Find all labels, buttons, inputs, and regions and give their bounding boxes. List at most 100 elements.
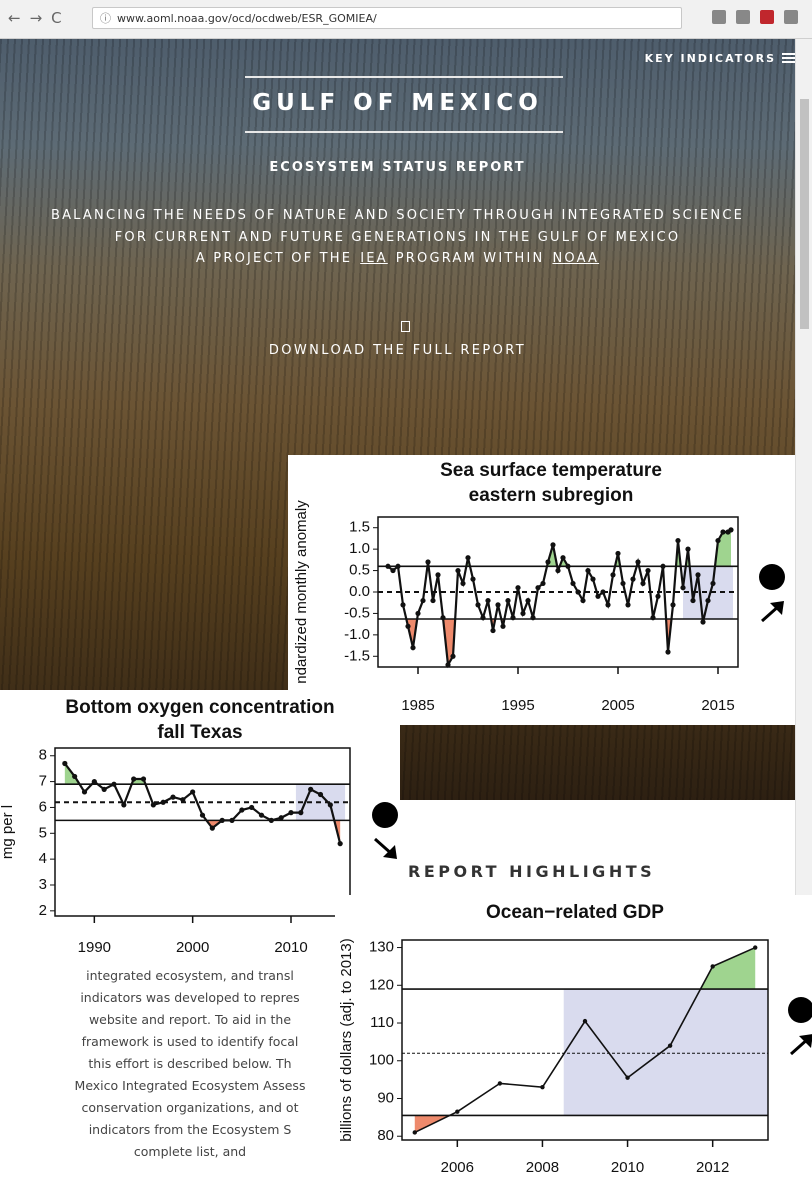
data-point (728, 527, 733, 532)
tagline: FOR CURRENT AND FUTURE GENERATIONS IN TH… (0, 230, 795, 245)
chart-title: Ocean−related GDP (486, 902, 664, 923)
download-link[interactable]: DOWNLOAD THE FULL REPORT (0, 343, 795, 358)
data-point (455, 1109, 459, 1113)
x-tick-label: 2008 (526, 1159, 559, 1176)
data-point (710, 964, 714, 968)
icon[interactable] (784, 10, 798, 24)
body-line: indicators from the Ecosystem S (40, 1119, 340, 1141)
data-point (62, 761, 67, 766)
scroll-thumb[interactable] (800, 99, 809, 329)
body-line: indicators was developed to repres (40, 987, 340, 1009)
data-point (210, 826, 215, 831)
data-point (413, 1130, 417, 1134)
y-axis-label: ndardized monthly anomaly (293, 500, 310, 684)
recent-window (564, 989, 768, 1115)
data-point (640, 581, 645, 586)
data-point (430, 598, 435, 603)
nav-buttons[interactable]: ←→C (8, 9, 71, 27)
x-tick-label: 2005 (601, 697, 634, 714)
x-tick-label: 2012 (696, 1159, 729, 1176)
status-dot (788, 997, 812, 1023)
y-tick-label: -1.5 (344, 647, 370, 664)
data-point (141, 776, 146, 781)
chart-subtitle: eastern subregion (469, 485, 634, 506)
data-point (585, 568, 590, 573)
data-point (600, 589, 605, 594)
data-point (425, 559, 430, 564)
y-tick-label: 1.0 (349, 540, 370, 557)
menu-icon[interactable] (782, 53, 795, 63)
data-point (410, 645, 415, 650)
data-point (660, 564, 665, 569)
data-point (583, 1019, 587, 1023)
data-point (675, 538, 680, 543)
data-line (388, 530, 731, 665)
data-point (625, 602, 630, 607)
data-point (515, 585, 520, 590)
data-point (82, 789, 87, 794)
data-point (400, 602, 405, 607)
body-line: complete list, and (40, 1141, 340, 1163)
data-point (279, 815, 284, 820)
data-point (715, 538, 720, 543)
data-point (670, 602, 675, 607)
data-point (595, 594, 600, 599)
data-point (395, 564, 400, 569)
icon[interactable] (760, 10, 774, 24)
nav-label[interactable]: KEY INDICATORS (645, 52, 776, 65)
rule (245, 131, 563, 133)
data-point (605, 602, 610, 607)
data-point (505, 598, 510, 603)
data-point (72, 774, 77, 779)
data-point (690, 598, 695, 603)
data-point (111, 782, 116, 787)
data-point (92, 779, 97, 784)
data-point (620, 581, 625, 586)
data-point (480, 615, 485, 620)
data-point (475, 602, 480, 607)
data-point (405, 624, 410, 629)
x-tick-label: 1995 (501, 697, 534, 714)
data-point (220, 818, 225, 823)
y-tick-label: 100 (369, 1052, 394, 1069)
project-line: A PROJECT OF THEIEAPROGRAM WITHINNOAA (0, 251, 795, 266)
link[interactable]: IEA (360, 251, 388, 266)
body-line: website and report. To aid in the (40, 1009, 340, 1031)
y-tick-label: 4 (39, 850, 47, 867)
body-line: framework is used to identify focal (40, 1031, 340, 1053)
y-tick-label: 130 (369, 939, 394, 956)
body-text: integrated ecosystem, and translindicato… (40, 965, 340, 1163)
data-point (525, 598, 530, 603)
y-tick-label: 80 (377, 1127, 394, 1144)
data-point (131, 776, 136, 781)
data-point (560, 555, 565, 560)
data-point (318, 792, 323, 797)
icon[interactable] (736, 10, 750, 24)
x-tick-label: 1990 (78, 939, 111, 956)
pdf-icon[interactable] (401, 321, 410, 332)
data-point (338, 841, 343, 846)
address-bar[interactable]: www.aoml.noaa.gov/ocd/ocdweb/ESR_GOMIEA/ (92, 7, 682, 29)
data-point (465, 555, 470, 560)
data-point (645, 568, 650, 573)
data-point (121, 802, 126, 807)
data-point (695, 572, 700, 577)
data-point (151, 802, 156, 807)
y-tick-label: 8 (39, 747, 47, 764)
plot-frame (55, 748, 350, 916)
y-tick-label: 2 (39, 902, 47, 919)
data-point (288, 810, 293, 815)
data-point (590, 577, 595, 582)
link[interactable]: NOAA (552, 251, 599, 266)
data-point (445, 662, 450, 667)
y-tick-label: 0.5 (349, 562, 370, 579)
data-point (440, 615, 445, 620)
data-point (685, 547, 690, 552)
body-line: Mexico Integrated Ecosystem Assess (40, 1075, 340, 1097)
data-point (455, 568, 460, 573)
icon[interactable] (712, 10, 726, 24)
data-point (420, 598, 425, 603)
data-point (625, 1076, 629, 1080)
data-point (510, 615, 515, 620)
x-tick-label: 2010 (611, 1159, 644, 1176)
